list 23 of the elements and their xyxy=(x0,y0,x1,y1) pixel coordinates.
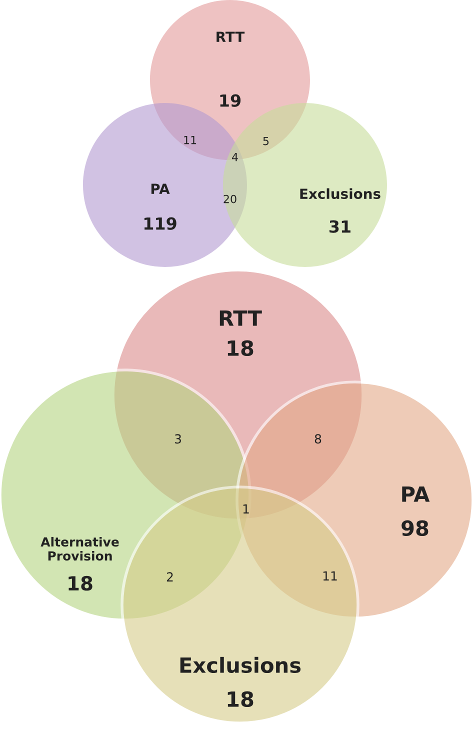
text: 20 xyxy=(224,194,236,204)
data-label: 98 xyxy=(402,520,428,536)
category-label: RTT xyxy=(220,310,262,326)
text: 2 xyxy=(166,572,173,582)
text: 3 xyxy=(174,434,181,444)
category-label: PA xyxy=(402,486,430,502)
text: 4 xyxy=(232,152,238,162)
data-label: 119 xyxy=(144,217,176,230)
category-label: Exclusions xyxy=(300,188,380,200)
text: 11 xyxy=(323,571,337,580)
category-label: PA xyxy=(151,184,170,194)
data-label: 19 xyxy=(220,94,241,107)
data-label: 18 xyxy=(228,340,254,356)
text: 1 xyxy=(243,504,249,514)
category-label: Exclusions xyxy=(180,656,301,674)
data-label: 31 xyxy=(330,220,350,233)
data-label: 18 xyxy=(68,576,92,591)
data-label: 18 xyxy=(228,691,254,708)
category-label: RTT xyxy=(216,32,245,42)
text: 8 xyxy=(314,434,322,444)
category-label: Alternative Provision xyxy=(40,536,119,561)
text: 11 xyxy=(184,136,196,144)
text: 5 xyxy=(263,136,269,146)
